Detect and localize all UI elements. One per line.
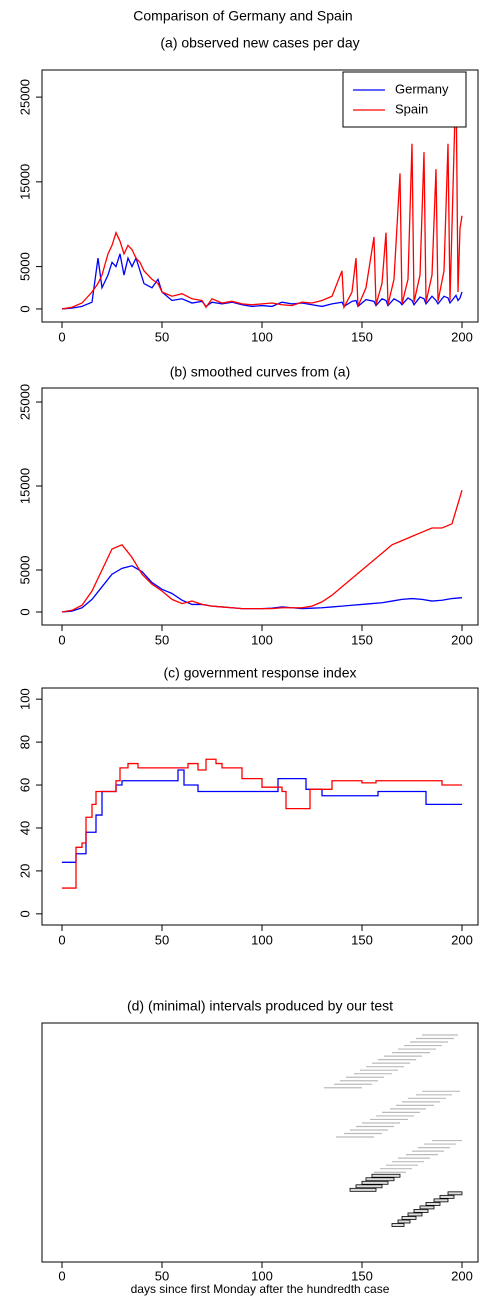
interval <box>391 1223 405 1227</box>
x-axis-label: days since first Monday after the hundre… <box>131 1282 390 1296</box>
y-tick-label: 60 <box>17 778 32 792</box>
panel-title: (d) (minimal) intervals produced by our … <box>127 998 393 1014</box>
panel-title: (b) smoothed curves from (a) <box>170 364 351 380</box>
x-tick-label: 100 <box>251 632 273 647</box>
y-tick-label: 5000 <box>17 556 32 585</box>
x-tick-label: 50 <box>155 1268 169 1283</box>
plot-box <box>41 69 479 323</box>
interval <box>439 1194 455 1199</box>
interval <box>365 1177 395 1182</box>
x-tick-label: 50 <box>155 329 169 344</box>
interval <box>407 1212 423 1217</box>
x-tick-label: 100 <box>251 329 273 344</box>
y-tick-label: 0 <box>17 305 32 312</box>
y-tick-label: 40 <box>17 821 32 835</box>
interval <box>397 1219 411 1224</box>
panel-title: (c) government response index <box>164 665 357 681</box>
y-tick-label: 25000 <box>17 384 32 420</box>
figure-title: Comparison of Germany and Spain <box>133 8 352 24</box>
x-tick-label: 200 <box>451 932 473 947</box>
legend-box <box>342 71 467 128</box>
y-tick-label: 80 <box>17 735 32 749</box>
y-tick-label: 5000 <box>17 252 32 281</box>
x-tick-label: 150 <box>351 632 373 647</box>
series-line <box>62 769 462 863</box>
x-tick-label: 200 <box>451 632 473 647</box>
x-tick-label: 100 <box>251 932 273 947</box>
series-line <box>61 565 463 613</box>
interval <box>425 1201 441 1206</box>
series-line <box>61 253 463 310</box>
panel-title: (a) observed new cases per day <box>160 35 359 51</box>
x-tick-label: 100 <box>251 1268 273 1283</box>
series-line <box>61 490 463 613</box>
x-tick-label: 50 <box>155 632 169 647</box>
interval <box>361 1180 389 1185</box>
interval <box>371 1173 401 1178</box>
x-tick-label: 0 <box>58 1268 65 1283</box>
legend-label: Germany <box>395 81 449 96</box>
y-tick-label: 15000 <box>17 164 32 200</box>
y-tick-label: 0 <box>17 608 32 615</box>
legend-label: Spain <box>395 101 428 116</box>
series-line <box>61 75 463 310</box>
interval <box>355 1184 383 1189</box>
interval <box>349 1187 377 1192</box>
plot-box <box>41 687 479 926</box>
interval <box>447 1191 463 1196</box>
interval <box>401 1216 417 1220</box>
series-line <box>62 758 462 889</box>
y-tick-label: 100 <box>17 688 32 710</box>
x-tick-label: 200 <box>451 1268 473 1283</box>
x-tick-label: 150 <box>351 932 373 947</box>
x-tick-label: 200 <box>451 329 473 344</box>
y-tick-label: 20 <box>17 864 32 878</box>
interval <box>419 1205 435 1210</box>
y-tick-label: 0 <box>17 910 32 917</box>
y-tick-label: 25000 <box>17 79 32 115</box>
x-tick-label: 150 <box>351 1268 373 1283</box>
x-tick-label: 0 <box>58 632 65 647</box>
interval <box>433 1198 449 1203</box>
plot-box <box>41 387 479 626</box>
x-tick-label: 0 <box>58 932 65 947</box>
x-tick-label: 0 <box>58 329 65 344</box>
x-tick-label: 150 <box>351 329 373 344</box>
y-tick-label: 15000 <box>17 468 32 504</box>
plot-box <box>41 1022 479 1263</box>
x-tick-label: 50 <box>155 932 169 947</box>
interval <box>413 1209 429 1213</box>
